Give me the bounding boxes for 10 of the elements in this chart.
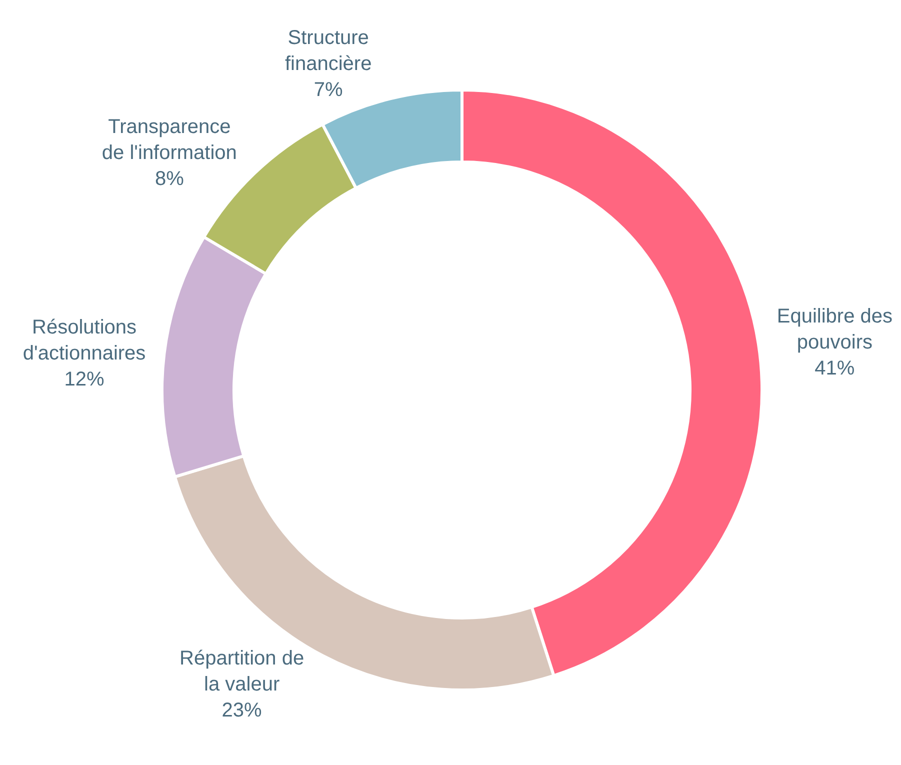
data-label: 12% <box>64 368 105 390</box>
slice-label: Structure financière <box>284 26 372 75</box>
data-label: 7% <box>314 78 344 101</box>
data-label: 23% <box>222 700 262 722</box>
slice-label: Répartition de la valeur <box>180 648 304 696</box>
data-label: 8% <box>154 168 184 190</box>
data-label: 41% <box>814 358 855 380</box>
slice-label: Résolutions d'actionnaires <box>22 316 146 364</box>
slice-label: Transparence de l'information <box>102 116 237 164</box>
slice-label: Equilibre des pouvoirs <box>776 306 893 354</box>
